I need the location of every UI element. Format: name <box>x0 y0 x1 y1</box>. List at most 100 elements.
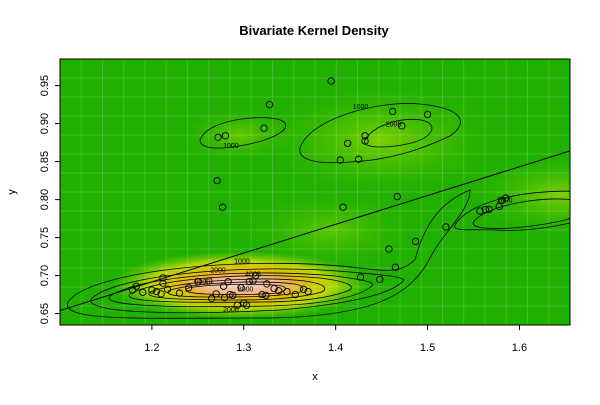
y-tick-label: 0.85 <box>39 151 51 172</box>
data-point <box>157 290 165 298</box>
data-point <box>233 301 242 309</box>
data-point <box>237 284 245 292</box>
data-point <box>361 137 369 145</box>
data-point <box>263 280 271 288</box>
data-point <box>258 290 266 299</box>
data-point <box>398 122 406 130</box>
data-point <box>275 287 283 295</box>
contour-main-3 <box>108 272 373 308</box>
data-point <box>502 194 510 202</box>
contour-main-1 <box>67 189 471 319</box>
data-point <box>159 274 167 282</box>
data-point <box>175 289 184 297</box>
regression-line <box>60 150 570 312</box>
data-point <box>152 287 161 296</box>
contour-label: 2000 <box>497 198 513 205</box>
density-soft-center <box>240 190 420 270</box>
data-point <box>226 290 234 299</box>
contour-main-4 <box>128 275 352 303</box>
data-point <box>148 286 156 294</box>
data-point <box>212 290 220 298</box>
data-point <box>385 245 393 253</box>
contour-left-1 <box>199 117 287 149</box>
data-point <box>262 291 270 300</box>
data-point <box>132 282 140 290</box>
data-point <box>245 278 253 286</box>
regression-line-group <box>60 150 570 312</box>
x-tick-label: 1.6 <box>512 342 527 354</box>
data-point <box>391 263 400 271</box>
data-point <box>354 155 363 163</box>
data-point <box>205 277 213 285</box>
density-soft-left <box>180 107 300 163</box>
data-point <box>393 192 401 201</box>
data-point <box>388 107 397 116</box>
data-point <box>214 133 222 141</box>
data-point <box>495 202 503 211</box>
data-point <box>411 237 420 246</box>
data-point <box>139 288 147 296</box>
data-point <box>229 291 237 300</box>
contour-upper-1 <box>299 103 461 164</box>
data-point <box>184 284 193 292</box>
x-axis: 1.2 1.3 1.4 1.5 1.6 <box>144 325 527 354</box>
data-point <box>376 275 384 284</box>
data-point <box>339 203 347 211</box>
data-point <box>242 301 251 309</box>
data-point <box>163 285 172 293</box>
data-point <box>291 290 299 299</box>
plot-frame <box>59 58 571 326</box>
data-point <box>220 293 229 302</box>
contour-label: 1000 <box>234 258 250 265</box>
data-point <box>485 205 493 214</box>
contour-label: 8000 <box>238 287 254 294</box>
data-point <box>356 273 365 281</box>
data-point <box>476 207 484 215</box>
data-point <box>270 284 278 293</box>
data-point <box>207 294 216 303</box>
contour-label: 6000 <box>195 279 211 286</box>
data-point <box>265 100 274 109</box>
y-axis-label: y <box>6 189 18 195</box>
data-point <box>218 203 227 211</box>
data-point <box>260 124 268 132</box>
contour-label: 2000 <box>210 268 226 275</box>
contour-upper-2 <box>364 118 433 148</box>
data-point <box>336 156 344 164</box>
y-tick-label: 0.95 <box>39 75 51 96</box>
data-point <box>498 196 506 205</box>
contour-labels: 1000 2000 1000 1000 2000 4000 6000 8000 2000 2000 <box>195 104 513 314</box>
contour-main-2 <box>90 268 405 314</box>
data-point <box>481 205 490 214</box>
data-point <box>159 279 167 287</box>
y-tick-label: 0.90 <box>39 113 51 134</box>
data-point <box>221 132 230 140</box>
data-point <box>304 287 312 296</box>
data-point <box>423 110 432 119</box>
data-point <box>283 287 291 296</box>
y-axis: 0.65 0.70 0.75 0.80 0.85 0.90 0.95 <box>39 75 60 324</box>
x-tick-label: 1.2 <box>144 342 159 354</box>
data-points <box>128 77 510 309</box>
contour-lines <box>67 103 570 319</box>
x-tick-label: 1.5 <box>420 342 435 354</box>
contour-label: 2000 <box>223 307 239 314</box>
data-point <box>343 139 352 148</box>
data-point <box>224 278 232 286</box>
data-point <box>327 77 335 85</box>
contour-label: 2000 <box>386 122 402 129</box>
y-tick-label: 0.80 <box>39 189 51 210</box>
data-point <box>252 271 260 280</box>
x-axis-label: x <box>312 371 318 383</box>
data-point <box>219 282 228 290</box>
data-point <box>194 278 202 286</box>
x-tick-label: 1.4 <box>328 342 343 354</box>
x-tick-label: 1.3 <box>236 342 251 354</box>
contour-right-1 <box>454 190 570 231</box>
data-point <box>128 286 137 294</box>
data-point <box>361 132 369 140</box>
contour-right-2 <box>472 198 570 229</box>
data-point <box>442 223 450 231</box>
y-tick-label: 0.70 <box>39 265 51 286</box>
